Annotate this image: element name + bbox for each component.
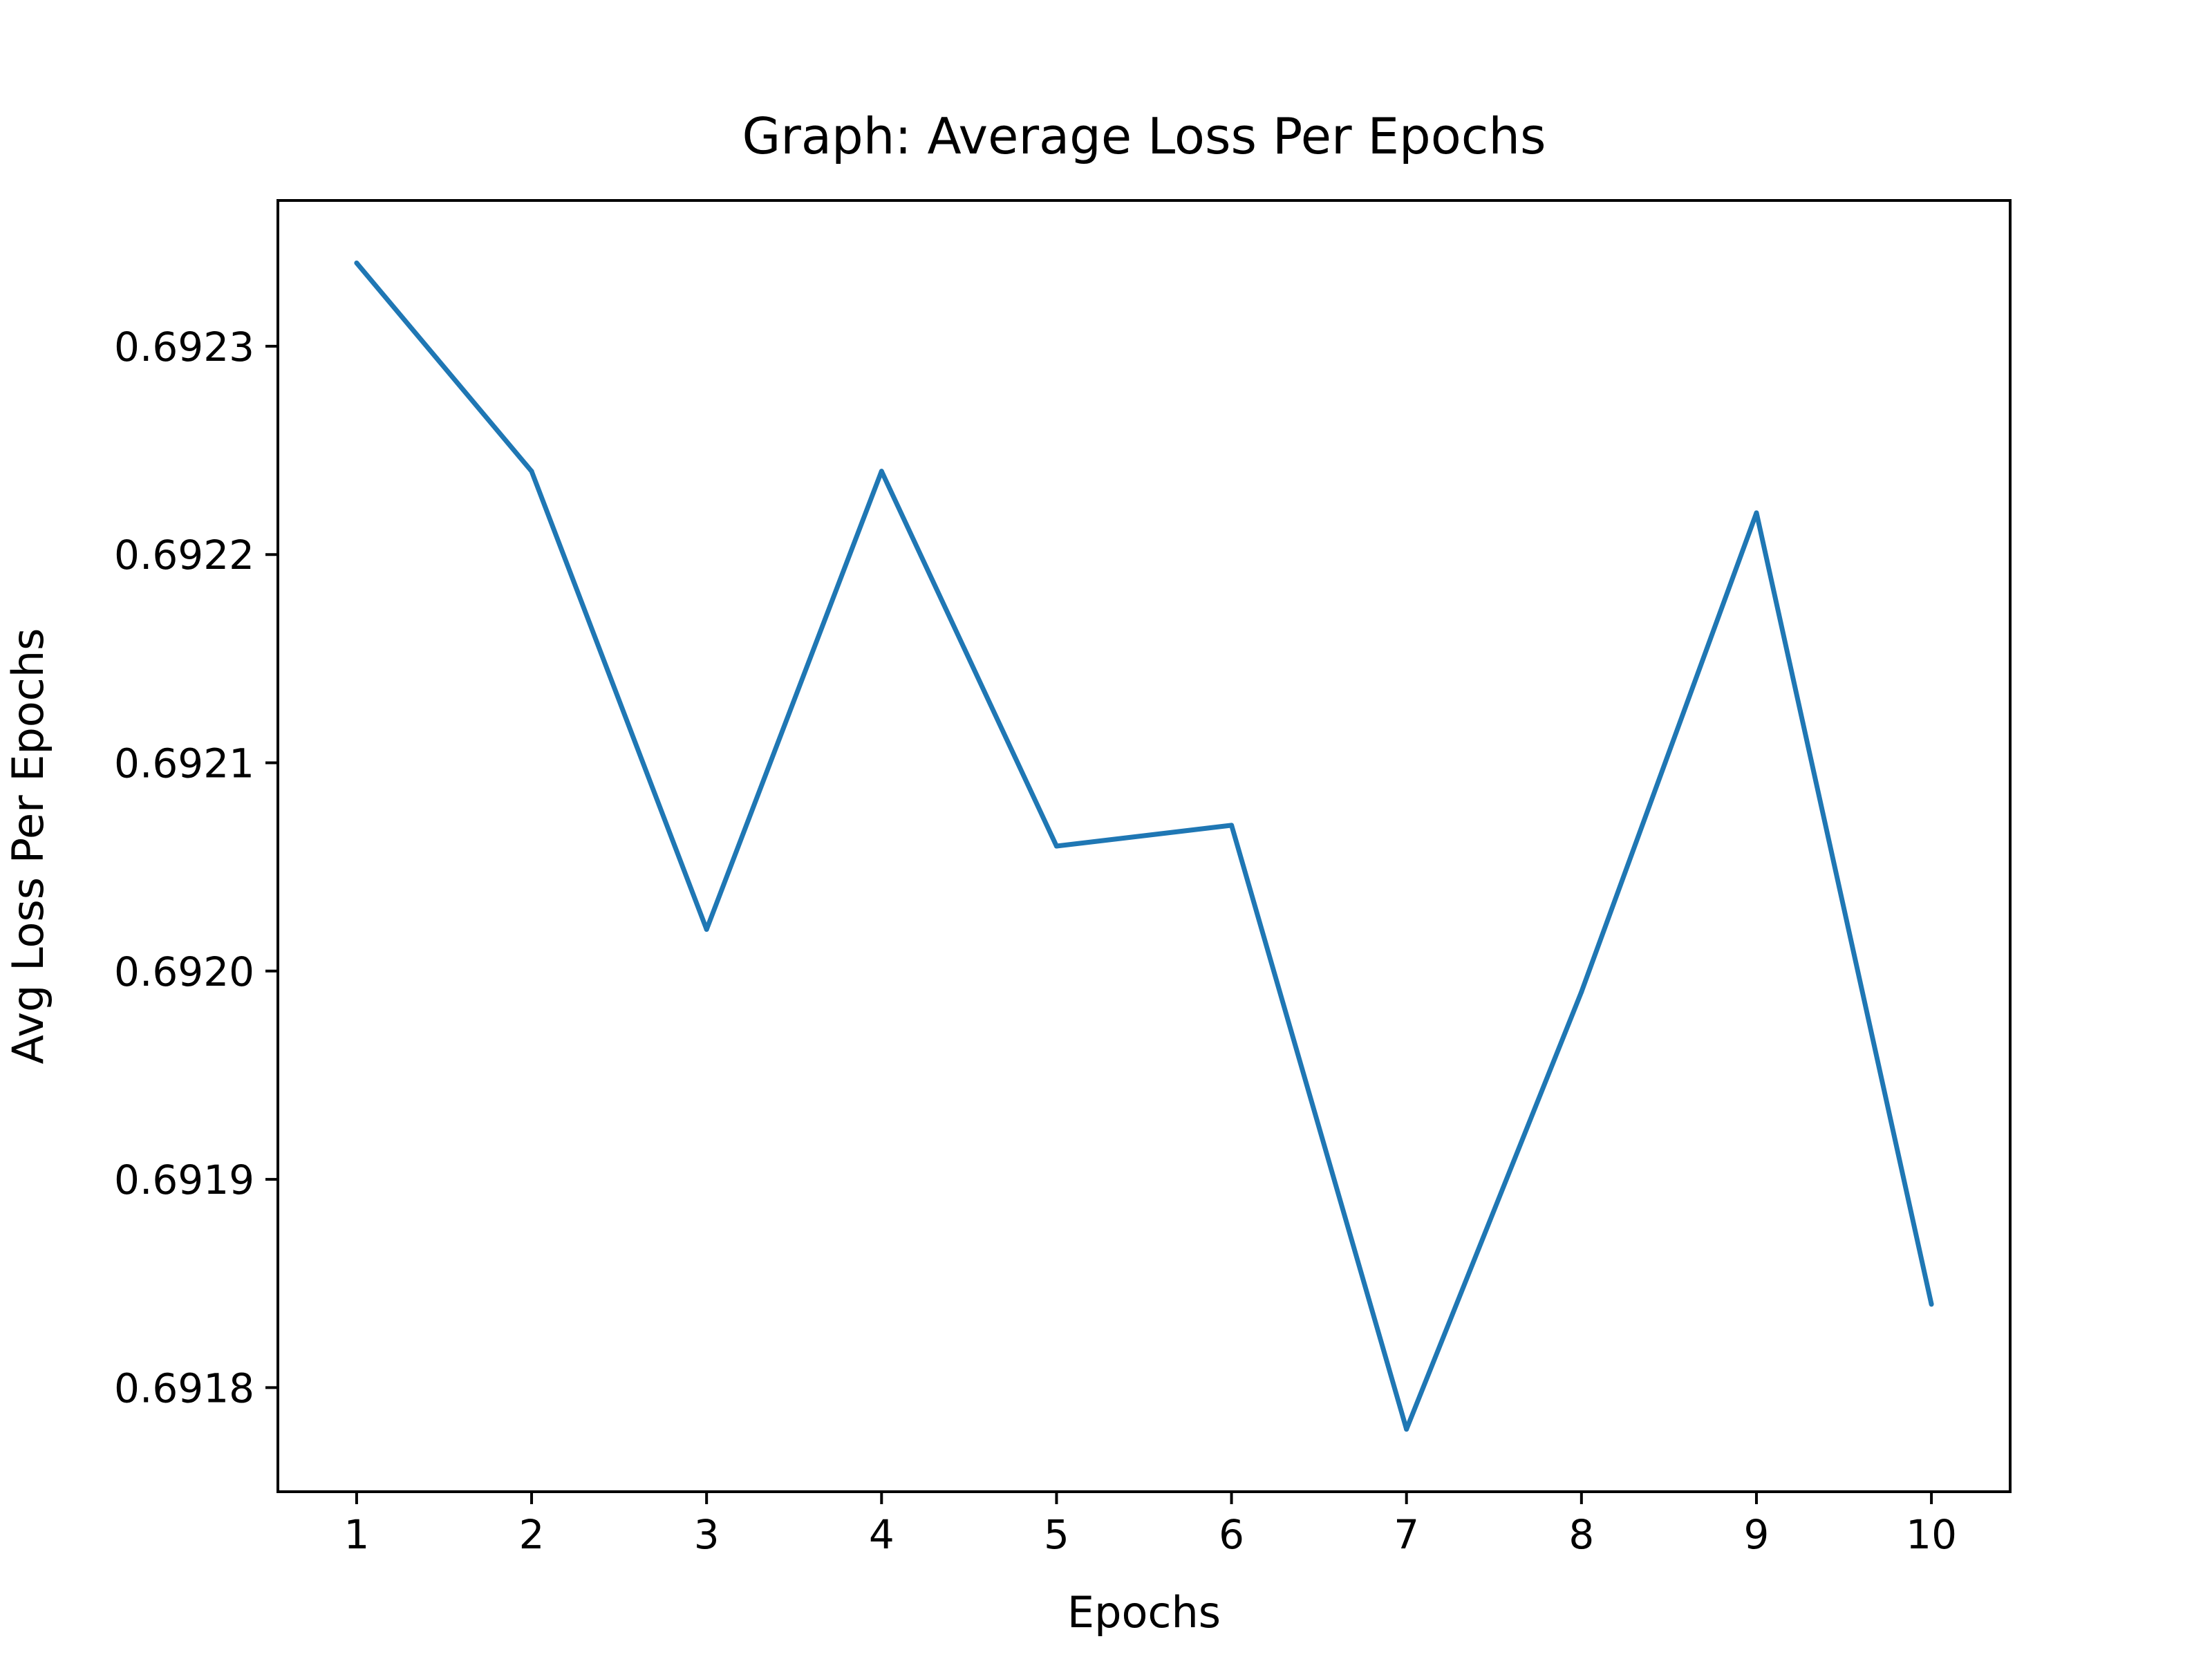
data-point [704,927,709,932]
data-point [529,469,534,474]
x-tick-label: 9 [1744,1511,1770,1558]
x-tick-label: 2 [519,1511,545,1558]
y-tick-label: 0.6920 [114,948,254,995]
data-point [1053,843,1059,849]
data-point [1754,510,1759,516]
series-layer [354,260,1934,1432]
plot-frame [276,199,2012,1493]
data-point [354,260,359,265]
y-tick-label: 0.6918 [114,1365,254,1412]
x-axis-label: Epochs [1067,1587,1221,1638]
chart-title: Graph: Average Loss Per Epochs [742,107,1546,165]
x-tick-label: 1 [344,1511,369,1558]
x-tick-label: 7 [1394,1511,1419,1558]
x-axis: 1 2 3 4 5 6 7 8 9 10 [344,1492,1957,1558]
y-tick-label: 0.6919 [114,1156,254,1203]
x-tick-label: 3 [694,1511,720,1558]
x-tick-label: 4 [869,1511,894,1558]
data-point [879,469,884,474]
data-point [1229,823,1235,828]
y-tick-label: 0.6922 [114,532,254,579]
data-point [1579,989,1584,995]
x-tick-label: 10 [1906,1511,1957,1558]
series-line [355,261,1934,1432]
x-tick-label: 8 [1568,1511,1594,1558]
y-axis-label: Avg Loss Per Epochs [3,628,53,1065]
x-tick-label: 6 [1219,1511,1244,1558]
data-point [1404,1427,1409,1432]
y-axis: 0.6918 0.6919 0.6920 0.6921 0.6922 0.6923 [114,324,278,1412]
data-point [1929,1302,1934,1307]
y-tick-label: 0.6921 [114,740,254,787]
y-tick-label: 0.6923 [114,324,254,371]
x-tick-label: 5 [1044,1511,1069,1558]
